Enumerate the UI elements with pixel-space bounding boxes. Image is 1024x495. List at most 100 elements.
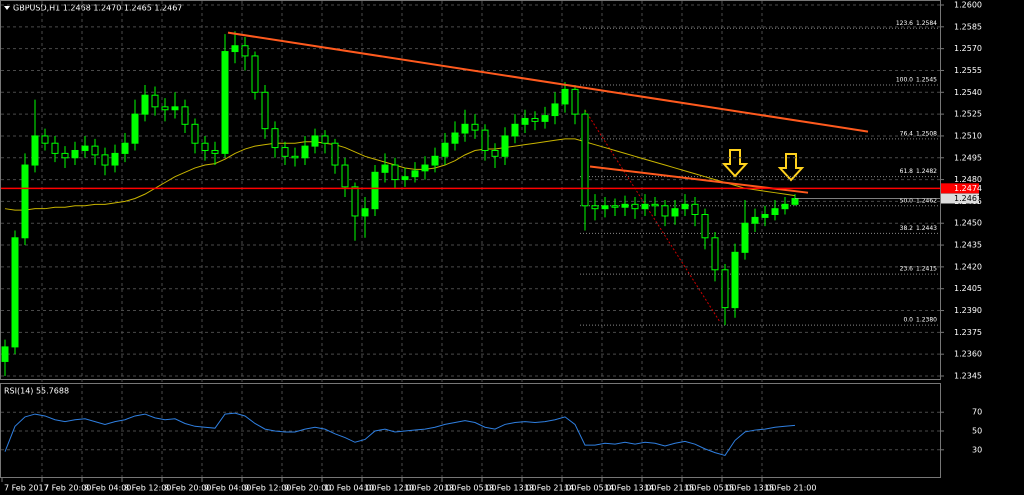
- candle-body: [101, 154, 109, 166]
- fib-price: 1.2443: [916, 225, 937, 232]
- x-tick-label: 9 Feb 12:00: [244, 484, 291, 493]
- candle-body: [211, 149, 219, 154]
- y-tick-label: 1.2510: [954, 131, 982, 140]
- x-tick-label: 14 Feb 21:00: [644, 484, 696, 493]
- candle-body: [671, 208, 679, 217]
- candle-body: [141, 94, 149, 115]
- x-tick-label: 8 Feb 20:00: [164, 484, 211, 493]
- candle-body: [561, 88, 569, 105]
- candle-body: [241, 45, 249, 57]
- y-tick-label: 1.2390: [954, 306, 982, 315]
- fib-ratio: 76.4: [900, 130, 914, 137]
- candle-body: [771, 208, 779, 216]
- candle-body: [591, 205, 599, 210]
- candle-body: [281, 147, 289, 157]
- x-tick-label: 10 Feb 20:00: [404, 484, 456, 493]
- candle-body: [571, 88, 579, 115]
- candle-body: [741, 222, 749, 253]
- y-tick-label: 1.2600: [954, 1, 982, 10]
- title-icon: [4, 6, 10, 10]
- fib-price: 1.2584: [916, 20, 937, 27]
- y-tick-label: 50: [972, 427, 982, 436]
- candle-body: [661, 205, 669, 217]
- x-tick-label: 14 Feb 05:00: [564, 484, 616, 493]
- fib-price: 1.2415: [916, 266, 937, 273]
- candle-body: [701, 214, 709, 239]
- fib-price: 1.2508: [916, 130, 937, 137]
- y-tick-label: 1.2450: [954, 219, 982, 228]
- x-tick-label: 15 Feb 21:00: [764, 484, 816, 493]
- candle-body: [761, 214, 769, 218]
- candle-body: [381, 164, 389, 173]
- candle-body: [131, 113, 139, 144]
- candle-body: [331, 142, 339, 166]
- candle-body: [511, 123, 519, 137]
- y-tick-label: 1.2495: [954, 153, 982, 162]
- y-tick-label: 1.2345: [954, 372, 982, 381]
- candle-body: [81, 145, 89, 151]
- candle-body: [351, 186, 359, 217]
- candle-body: [41, 135, 49, 144]
- candle-body: [621, 203, 629, 208]
- candle-body: [501, 135, 509, 157]
- y-tick-label: 1.2525: [954, 110, 982, 119]
- candle-body: [21, 164, 29, 239]
- candle-body: [261, 91, 269, 130]
- candle-body: [751, 216, 759, 224]
- y-tick-label: 1.2480: [954, 175, 982, 184]
- candle-body: [151, 94, 159, 108]
- candle-body: [91, 145, 99, 156]
- price-panel: [0, 0, 941, 380]
- candle-body: [361, 208, 369, 217]
- candle-body: [641, 203, 649, 210]
- candle-body: [651, 203, 659, 207]
- candle-body: [711, 237, 719, 271]
- candle-body: [371, 171, 379, 210]
- candle-body: [721, 269, 729, 309]
- candle-body: [201, 142, 209, 151]
- candle-body: [221, 51, 229, 154]
- x-tick-label: 15 Feb 13:00: [724, 484, 776, 493]
- candle-body: [301, 145, 309, 159]
- candle-body: [681, 203, 689, 210]
- candle-body: [181, 106, 189, 125]
- candle-body: [31, 135, 39, 166]
- fib-price: 1.2462: [916, 197, 937, 204]
- x-tick-label: 13 Feb 13:00: [484, 484, 536, 493]
- y-tick-label: 1.2375: [954, 328, 982, 337]
- rsi-line: [4, 412, 796, 457]
- fib-ratio: 123.6: [896, 20, 913, 27]
- candle-body: [171, 106, 179, 111]
- x-tick-label: 10 Feb 04:00: [324, 484, 376, 493]
- x-tick-label: 7 Feb 2017: [4, 484, 49, 493]
- fib-ratio: 23.6: [900, 266, 914, 273]
- y-tick-label: 1.2555: [954, 66, 982, 75]
- fib-price: 1.2482: [916, 168, 937, 175]
- fib-price: 1.2545: [916, 77, 937, 84]
- candle-body: [11, 237, 19, 348]
- candle-body: [611, 205, 619, 208]
- candle-body: [531, 117, 539, 122]
- x-tick-label: 13 Feb 05:00: [444, 484, 496, 493]
- candle-body: [691, 203, 699, 216]
- candle-body: [411, 170, 419, 178]
- candle-body: [401, 176, 409, 181]
- candle-body: [341, 164, 349, 188]
- candle-body: [551, 103, 559, 117]
- candle-body: [471, 123, 479, 131]
- fib-swing: [584, 109, 721, 323]
- candle-body: [731, 251, 739, 309]
- y-tick-label: 30: [972, 445, 982, 454]
- price-tag: [941, 183, 979, 194]
- x-tick-label: 9 Feb 04:00: [204, 484, 251, 493]
- candle-body: [321, 135, 329, 144]
- candle-body: [231, 45, 239, 53]
- y-tick-label: 1.2360: [954, 350, 982, 359]
- rsi-title: RSI(14) 55.7688: [4, 387, 69, 396]
- candle-body: [581, 113, 589, 207]
- candle-body: [481, 129, 489, 151]
- x-tick-label: 9 Feb 20:00: [284, 484, 331, 493]
- x-tick-label: 7 Feb 20:00: [44, 484, 91, 493]
